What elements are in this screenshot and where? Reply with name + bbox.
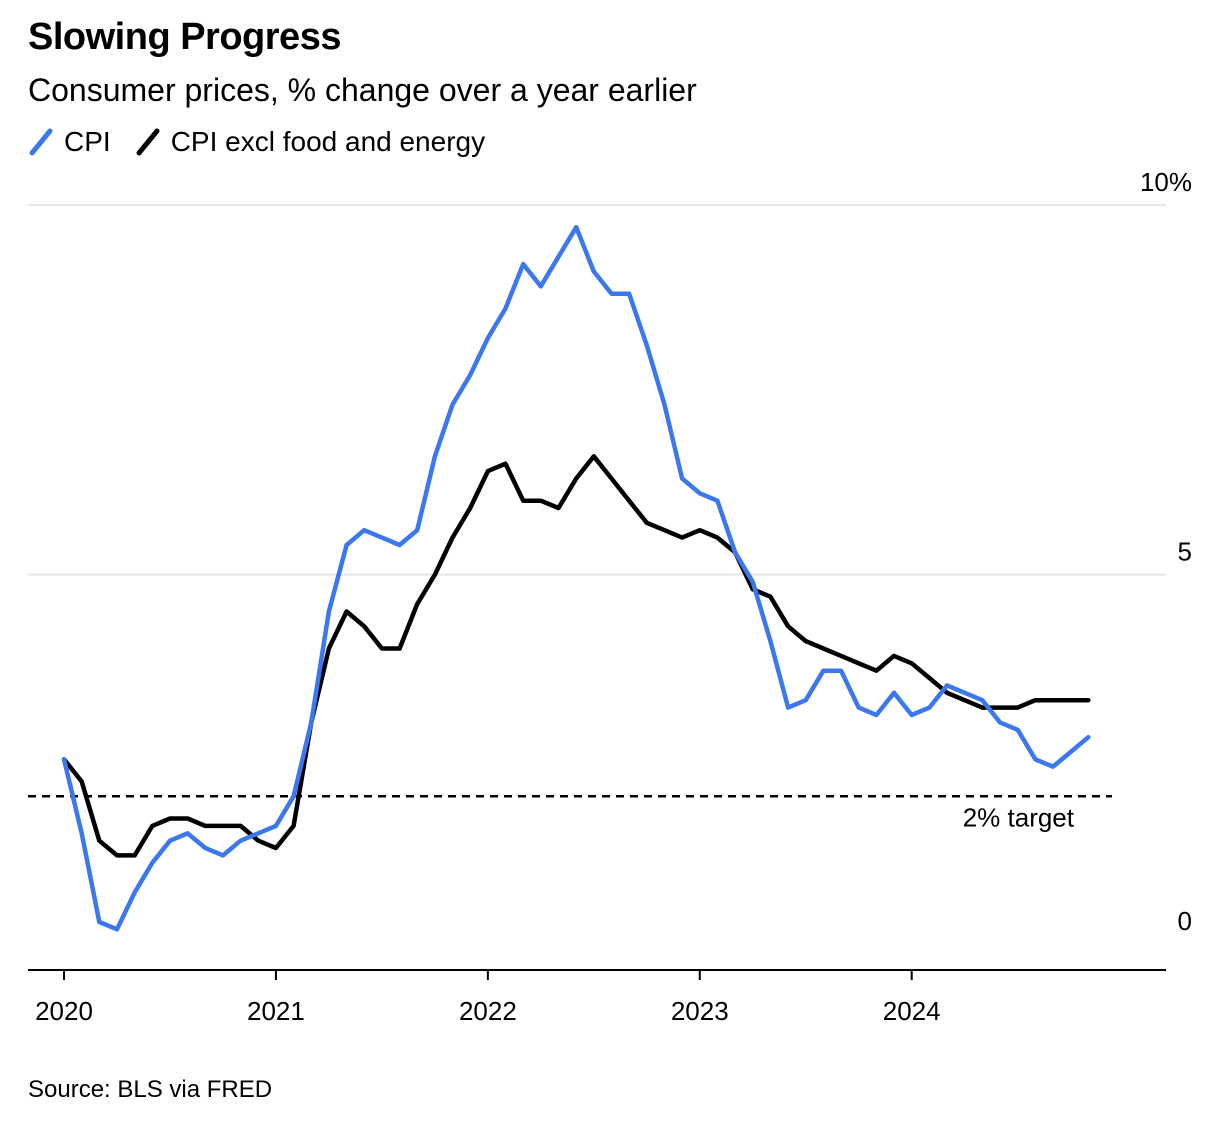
- target-label: 2% target: [963, 802, 1075, 832]
- x-tick-label-2023: 2023: [671, 996, 729, 1026]
- legend-swatch-cpi: [29, 128, 53, 156]
- source-note: Source: BLS via FRED: [28, 1076, 273, 1103]
- legend-item-core-cpi: CPI excl food and energy: [135, 126, 485, 158]
- legend-label-cpi: CPI: [64, 126, 111, 157]
- y-tick-label-5: 5: [1178, 537, 1192, 567]
- legend-swatch-core-cpi: [136, 128, 160, 156]
- legend-label-core-cpi: CPI excl food and energy: [170, 126, 486, 157]
- series-lines: [61, 224, 1091, 932]
- chart-title: Slowing Progress: [28, 16, 341, 58]
- gridlines: [28, 204, 1166, 576]
- y-tick-label-10: 10%: [1140, 167, 1192, 197]
- legend: CPI CPI excl food and energy: [28, 126, 509, 158]
- axes: 0 5 10% 2020 2021 2022 2023 2024: [28, 167, 1192, 1026]
- series-line-cpi: [61, 224, 1091, 932]
- x-tick-label-2021: 2021: [247, 996, 305, 1026]
- legend-item-cpi: CPI: [28, 126, 111, 158]
- chart-subtitle: Consumer prices, % change over a year ea…: [28, 72, 697, 108]
- x-tick-label-2022: 2022: [459, 996, 517, 1026]
- y-tick-label-0: 0: [1178, 906, 1192, 936]
- x-tick-label-2024: 2024: [883, 996, 941, 1026]
- x-tick-label-2020: 2020: [35, 996, 93, 1026]
- series-line-core-cpi: [61, 454, 1091, 858]
- target-reference: 2% target: [28, 795, 1112, 832]
